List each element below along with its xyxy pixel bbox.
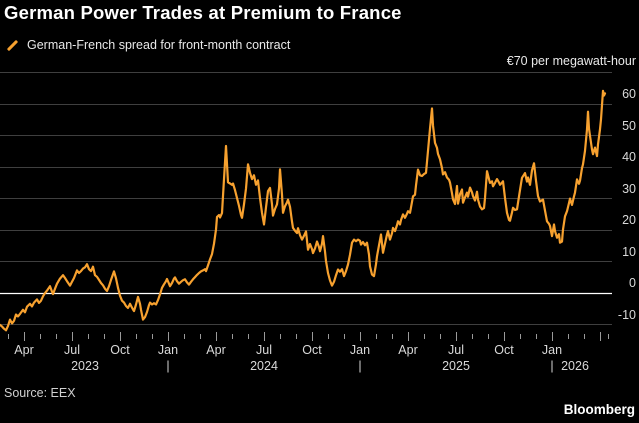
minor-tick [232, 334, 233, 339]
month-label: Apr [206, 343, 226, 357]
minor-tick [328, 334, 329, 339]
minor-tick [104, 334, 105, 339]
chart-legend: German-French spread for front-month con… [6, 38, 290, 52]
minor-tick [40, 334, 41, 339]
month-label: Oct [110, 343, 130, 357]
y-tick-label-10: 10 [622, 244, 636, 259]
minor-tick [424, 334, 425, 339]
month-label: Jul [256, 343, 272, 357]
minor-tick [488, 334, 489, 339]
minor-tick [56, 334, 57, 339]
month-label: Jan [157, 343, 179, 357]
minor-tick [152, 334, 153, 339]
minor-tick [344, 334, 345, 339]
y-tick-label-30: 30 [622, 181, 636, 196]
y-tick-label-60: 60 [622, 87, 636, 101]
legend-series-label: German-French spread for front-month con… [27, 38, 291, 52]
year-label-2026: 2026 [561, 359, 589, 373]
y-tick-label-0: 0 [629, 276, 636, 290]
major-tick [408, 332, 409, 341]
minor-tick [536, 334, 537, 339]
minor-tick [608, 334, 609, 339]
minor-tick [248, 334, 249, 339]
bloomberg-logo: Bloomberg [563, 402, 635, 417]
minor-tick [440, 334, 441, 339]
month-label: Jan [541, 343, 563, 357]
minor-tick [584, 334, 585, 339]
major-tick [168, 332, 169, 341]
major-tick [72, 332, 73, 341]
month-label: Oct [302, 343, 322, 357]
major-tick [120, 332, 121, 341]
minor-tick [184, 334, 185, 339]
minor-tick [520, 334, 521, 339]
major-tick [456, 332, 457, 341]
spread-series-line [0, 89, 607, 332]
month-label: Apr [398, 343, 418, 357]
month-label: Jul [64, 343, 80, 357]
month-label: Jan [349, 343, 371, 357]
minor-tick [472, 334, 473, 339]
y-tick-label-20: 20 [622, 213, 636, 227]
major-tick [24, 332, 25, 341]
legend-line-swatch-icon [6, 39, 19, 51]
minor-tick [136, 334, 137, 339]
source-note: Source: EEX [4, 386, 76, 400]
y-tick-label-40: 40 [622, 150, 636, 164]
y-tick-label--10: -10 [617, 307, 636, 322]
y-tick-label-50: 50 [622, 118, 636, 133]
month-label: Oct [494, 343, 514, 357]
minor-tick [8, 334, 9, 339]
month-label: Apr [14, 343, 34, 357]
major-tick [504, 332, 505, 341]
year-divider: | [166, 359, 170, 373]
page-title: German Power Trades at Premium to France [4, 2, 402, 23]
month-label: Jul [448, 343, 464, 357]
spread-line-chart [0, 72, 612, 332]
minor-tick [392, 334, 393, 339]
minor-tick [568, 334, 569, 339]
major-tick [312, 332, 313, 341]
major-tick [600, 332, 601, 341]
major-tick [552, 332, 553, 341]
year-divider: | [358, 359, 362, 373]
year-divider: | [550, 359, 554, 373]
minor-tick [88, 334, 89, 339]
year-label-2023: 2023 [71, 359, 99, 373]
minor-tick [296, 334, 297, 339]
year-label-2024: 2024 [250, 359, 278, 373]
minor-tick [200, 334, 201, 339]
y-axis-unit-label: €70 per megawatt-hour [506, 54, 636, 68]
major-tick [216, 332, 217, 341]
year-label-2025: 2025 [442, 359, 470, 373]
major-tick [360, 332, 361, 341]
major-tick [264, 332, 265, 341]
minor-tick [376, 334, 377, 339]
minor-tick [280, 334, 281, 339]
